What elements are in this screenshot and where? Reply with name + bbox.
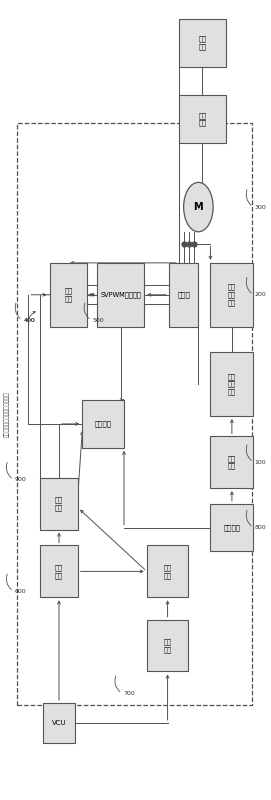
Ellipse shape <box>184 182 213 232</box>
Text: 500: 500 <box>92 318 104 322</box>
Bar <box>211 436 253 488</box>
Text: 计算
模块: 计算 模块 <box>164 638 172 653</box>
Text: 100: 100 <box>255 460 266 465</box>
Text: 传动
装置: 传动 装置 <box>198 112 207 126</box>
Text: 计算
模块: 计算 模块 <box>164 564 172 578</box>
Bar <box>17 122 252 705</box>
Bar <box>211 263 253 326</box>
Text: 测速
装置: 测速 装置 <box>198 36 207 50</box>
Text: 400: 400 <box>24 318 36 322</box>
Text: 控制
模块: 控制 模块 <box>55 497 63 510</box>
Bar <box>169 263 198 326</box>
Text: 200: 200 <box>255 292 266 298</box>
Bar <box>147 546 188 598</box>
Text: 700: 700 <box>123 691 135 696</box>
Bar <box>40 546 78 598</box>
Text: 采集
模块: 采集 模块 <box>55 564 63 578</box>
Text: 400: 400 <box>24 318 36 322</box>
Text: 900: 900 <box>15 478 27 482</box>
Text: M: M <box>193 202 203 212</box>
Bar <box>211 504 253 551</box>
Text: 逆变器: 逆变器 <box>177 291 190 298</box>
Text: 参数修正: 参数修正 <box>95 421 112 427</box>
Text: 800: 800 <box>255 525 266 530</box>
Text: SVPWM驱动模块: SVPWM驱动模块 <box>100 291 141 298</box>
Text: 永磁同步电机谐波电流抑制系统: 永磁同步电机谐波电流抑制系统 <box>5 392 10 437</box>
Text: 300: 300 <box>255 205 266 210</box>
Text: 汽车
电源: 汽车 电源 <box>228 455 236 470</box>
Bar <box>179 95 226 143</box>
Bar <box>43 703 75 743</box>
Text: 交流
电压
检测: 交流 电压 检测 <box>228 284 236 306</box>
Bar <box>50 263 87 326</box>
Bar <box>147 620 188 671</box>
Bar <box>211 352 253 416</box>
Text: 滤波
模块: 滤波 模块 <box>64 288 72 302</box>
Text: 功率优化: 功率优化 <box>223 524 240 531</box>
Text: VCU: VCU <box>52 720 66 726</box>
Bar <box>82 400 124 448</box>
Bar <box>179 19 226 66</box>
Bar <box>97 263 144 326</box>
Text: 直流
电压
检测: 直流 电压 检测 <box>228 373 236 395</box>
Bar <box>40 478 78 530</box>
Text: 600: 600 <box>15 589 26 594</box>
